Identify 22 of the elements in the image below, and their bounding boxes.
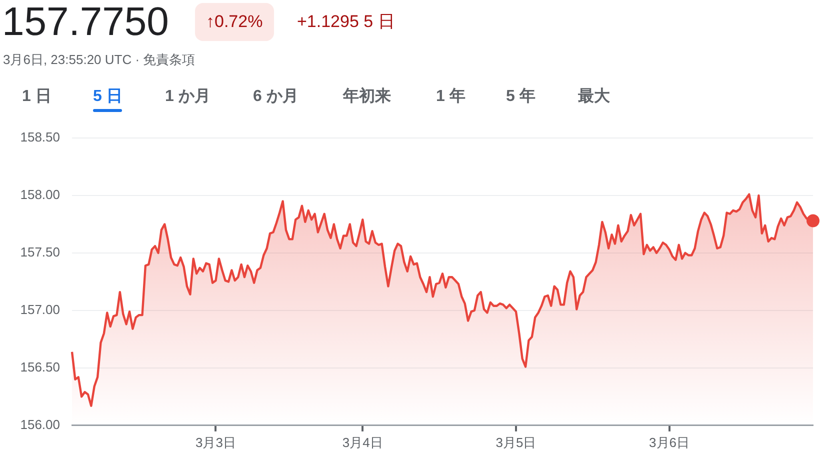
y-tick-label: 157.00 — [20, 302, 60, 318]
y-tick-label: 157.50 — [20, 244, 60, 260]
text: 年初来 — [343, 86, 391, 107]
chart-title: 157.7750 — [2, 0, 169, 45]
x-tick-label: 3月3日 — [195, 434, 236, 450]
y-tick-label: 156.00 — [20, 416, 60, 432]
text: 5 日 — [93, 87, 122, 107]
text: 1 か月 — [165, 87, 210, 107]
text: 1 年 — [436, 86, 466, 107]
y-tick-label: 158.00 — [20, 187, 60, 202]
y-tick-label: 158.50 — [20, 130, 60, 145]
x-tick-label: 3月4日 — [342, 434, 383, 450]
y-tick-label: 156.50 — [20, 360, 60, 374]
text: 1 日 — [22, 87, 52, 107]
text: ↑0.72% — [195, 3, 274, 41]
x-tick-label: 3月6日 — [649, 434, 690, 450]
text: 6 か月 — [253, 87, 298, 107]
chart-subtitle: 3月6日, 23:55:20 UTC · 免責条項 — [3, 51, 196, 69]
text: 最大 — [578, 86, 610, 107]
x-tick-label: 3月5日 — [496, 434, 536, 450]
text: +1.1295 5 日 — [297, 11, 395, 33]
text: 5 年 — [506, 86, 536, 107]
